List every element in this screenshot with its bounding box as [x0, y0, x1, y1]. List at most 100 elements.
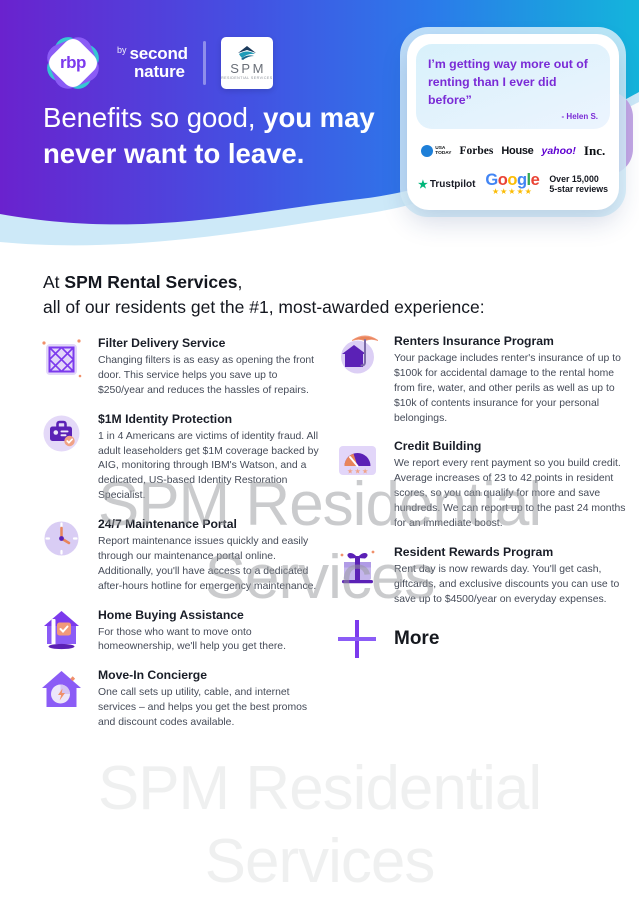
usa-today-logo: USA TODAY: [420, 145, 452, 158]
more-row: More: [336, 618, 632, 660]
benefit-description: One call sets up utility, cable, and int…: [98, 687, 308, 728]
logo-divider: [202, 41, 206, 85]
benefit-title: Move-In Concierge: [98, 668, 208, 683]
benefit-description: Rent day is now rewards day. You'll get …: [394, 563, 620, 605]
benefit-title: Credit Building: [394, 439, 482, 454]
nature-label: nature: [134, 62, 185, 82]
filter-icon: [42, 339, 82, 378]
benefit-text: Move-In Concierge One call sets up utili…: [98, 666, 326, 731]
spm-swoosh-icon: [237, 45, 256, 60]
brand-row: rbp by second nature SPM RESIDENTIAL SERV…: [42, 32, 273, 94]
clock-icon: [44, 521, 79, 556]
quote-text: I’m getting way more out of renting than…: [428, 56, 598, 109]
google-logo: Google ★★★★★: [485, 172, 539, 196]
second-label: second: [129, 44, 189, 64]
hero-title-bold1: you may: [263, 102, 375, 133]
benefit-title: Renters Insurance Program: [394, 334, 554, 348]
usa-line1: USA: [435, 146, 446, 152]
benefits-column-left: Filter Delivery Service Changing filters…: [38, 334, 326, 742]
second-nature-wordmark: by second nature: [117, 45, 188, 81]
benefit-title: $1M Identity Protection: [98, 411, 233, 426]
section-heading-line1: At SPM Rental Services,: [43, 270, 485, 295]
usa-line2: TODAY: [435, 151, 452, 157]
svg-text:★: ★: [362, 468, 368, 476]
benefit-identity-protection: $1M Identity Protection 1 in 4 Americans…: [38, 410, 326, 504]
benefit-text: Resident Rewards Program Rent day is now…: [394, 543, 632, 608]
benefit-text: 24/7 Maintenance Portal Report maintenan…: [98, 515, 326, 595]
benefit-text: Home Buying Assistance For those who wan…: [98, 606, 326, 656]
quote-line1: I’m getting way more out of: [428, 57, 588, 71]
google-letter: l: [526, 171, 532, 190]
house-utilities-icon: [42, 671, 81, 708]
rbp-logo-text: rbp: [60, 53, 86, 72]
google-letter: g: [516, 171, 527, 190]
google-stars-icon: ★★★★★: [491, 186, 533, 196]
quote-box: I’m getting way more out of renting than…: [416, 44, 610, 130]
rbp-logo: rbp: [42, 32, 104, 94]
inc-logo: Inc.: [583, 143, 606, 159]
hero-title-line2: never want to leave.: [43, 136, 375, 172]
trustpilot-text: Trustpilot: [429, 178, 476, 190]
svg-text:★: ★: [355, 468, 361, 476]
trustpilot-logo: ★ Trustpilot: [418, 178, 475, 191]
heading-company-name: SPM Rental Services: [64, 272, 238, 292]
yahoo-logo: yahoo!: [541, 145, 576, 158]
benefit-text: Filter Delivery Service Changing filters…: [98, 334, 326, 399]
benefit-description: 1 in 4 Americans are victims of identity…: [98, 430, 319, 502]
benefit-filter-delivery: Filter Delivery Service Changing filters…: [38, 334, 326, 399]
svg-text:★: ★: [347, 468, 353, 476]
home-sign-icon: [44, 610, 79, 649]
heading-suffix: ,: [237, 272, 243, 292]
spm-subtitle: RESIDENTIAL SERVICES: [221, 76, 273, 81]
testimonial-card: I’m getting way more out of renting than…: [407, 34, 619, 210]
benefit-description: Report maintenance issues quickly and ea…: [98, 536, 317, 592]
more-label: More: [394, 628, 440, 650]
benefit-title: Resident Rewards Program: [394, 544, 554, 559]
reviews-line2: 5-star reviews: [549, 184, 609, 195]
hero-title-bold2: never want to leave.: [43, 138, 305, 169]
umbrella-house-icon: [341, 335, 378, 374]
benefit-resident-rewards: Resident Rewards Program Rent day is now…: [334, 543, 632, 608]
section-heading-line2: all of our residents get the #1, most-aw…: [43, 297, 485, 317]
benefit-title: Filter Delivery Service: [98, 336, 226, 350]
google-letter: o: [507, 171, 517, 190]
gift-icon: [340, 550, 375, 583]
trustpilot-star-icon: ★: [417, 178, 428, 191]
benefit-title: Home Buying Assistance: [98, 607, 244, 622]
benefits-column-right: Renters Insurance Program Your package i…: [334, 332, 632, 660]
benefit-text: $1M Identity Protection 1 in 4 Americans…: [98, 410, 326, 504]
quote-attribution: - Helen S.: [561, 112, 598, 122]
testimonial-card-stack: I’m getting way more out of renting than…: [400, 27, 633, 217]
google-letter: e: [530, 171, 540, 190]
hero-title-regular: Benefits so good,: [43, 102, 264, 133]
benefit-description: Changing filters is as easy as opening t…: [98, 355, 315, 396]
benefit-description: For those who want to move onto homeowne…: [98, 626, 286, 653]
spm-name: SPM: [230, 60, 266, 76]
plus-icon: [338, 620, 376, 659]
usa-today-text: USA TODAY: [435, 146, 451, 157]
google-wordmark: Google: [485, 172, 539, 189]
google-letter: o: [497, 171, 508, 190]
usa-today-circle-icon: [420, 145, 433, 158]
benefit-description: We report every rent payment so you buil…: [394, 458, 626, 529]
card-outer-rim: I’m getting way more out of renting than…: [400, 27, 626, 217]
quote-line2: renting than I ever did before”: [428, 74, 557, 107]
reviews-row: ★ Trustpilot Google ★★★★★ Over 15,000 5-…: [416, 172, 610, 196]
hero-title: Benefits so good, you may never want to …: [43, 100, 375, 172]
house-logo: House: [501, 145, 534, 158]
hero-title-line1: Benefits so good, you may: [43, 100, 375, 136]
section-heading: At SPM Rental Services, all of our resid…: [43, 270, 485, 320]
benefit-text: Credit Building We report every rent pay…: [394, 437, 632, 531]
media-logos-row: USA TODAY Forbes House yahoo! Inc.: [416, 143, 610, 159]
benefit-home-buying: Home Buying Assistance For those who wan…: [38, 606, 326, 656]
benefit-title: 24/7 Maintenance Portal: [98, 517, 237, 531]
watermark-bottom: SPM Residential Services: [97, 754, 542, 897]
by-label: by: [117, 45, 127, 56]
benefit-description: Your package includes renter's insurance…: [394, 353, 621, 424]
reviews-count-text: Over 15,000 5-star reviews: [549, 174, 608, 195]
benefit-credit-building: ★ ★ ★ Credit Building We report every re…: [334, 437, 632, 531]
credit-gauge-icon: ★ ★ ★: [339, 446, 376, 476]
spm-logo: SPM RESIDENTIAL SERVICES: [220, 37, 273, 89]
benefit-renters-insurance: Renters Insurance Program Your package i…: [334, 332, 632, 426]
benefit-text: Renters Insurance Program Your package i…: [394, 332, 632, 426]
